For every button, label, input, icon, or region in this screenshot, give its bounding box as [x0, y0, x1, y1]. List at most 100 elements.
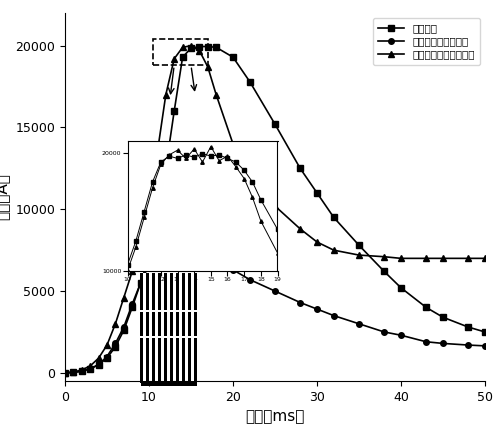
- 无调整支路时磁体电流: [129, 269, 135, 274]
- 无调整支路时磁体电流: [356, 252, 362, 258]
- Bar: [164, 310, 173, 312]
- Bar: [152, 336, 161, 338]
- 无调整支路时磁体电流: [297, 226, 303, 232]
- 无调整支路时磁体电流: [314, 239, 320, 245]
- 无调整支路时磁体电流: [272, 204, 278, 209]
- 调整支路调整管电流: [146, 262, 152, 268]
- 调整支路调整管电流: [180, 238, 186, 243]
- Bar: [153, 39, 208, 65]
- 磁体电流: [247, 79, 253, 84]
- 调整支路调整管电流: [205, 249, 211, 255]
- 磁体电流: [138, 280, 143, 285]
- 调整支路调整管电流: [314, 307, 320, 312]
- 调整支路调整管电流: [331, 313, 337, 318]
- 磁体电流: [205, 44, 211, 49]
- Bar: [140, 273, 149, 383]
- 调整支路调整管电流: [381, 330, 387, 335]
- Line: 无调整支路时磁体电流: 无调整支路时磁体电流: [62, 43, 488, 376]
- 磁体电流: [70, 370, 76, 375]
- Bar: [191, 273, 194, 383]
- 磁体电流: [423, 305, 429, 310]
- 磁体电流: [163, 166, 169, 171]
- 调整支路调整管电流: [112, 341, 118, 346]
- 磁体电流: [121, 328, 127, 333]
- 无调整支路时磁体电流: [138, 236, 143, 241]
- 调整支路调整管电流: [247, 277, 253, 282]
- 无调整支路时磁体电流: [79, 367, 85, 372]
- 磁体电流: [440, 315, 446, 320]
- Y-axis label: 电流（A）: 电流（A）: [0, 174, 10, 220]
- 磁体电流: [87, 366, 93, 372]
- 无调整支路时磁体电流: [70, 369, 76, 375]
- 无调整支路时磁体电流: [465, 256, 471, 261]
- 磁体电流: [381, 269, 387, 274]
- Bar: [176, 273, 185, 383]
- 无调整支路时磁体电流: [188, 43, 194, 48]
- 磁体电流: [171, 109, 177, 114]
- 调整支路调整管电流: [356, 321, 362, 326]
- Bar: [143, 273, 146, 383]
- Bar: [188, 273, 197, 383]
- 调整支路调整管电流: [482, 343, 488, 349]
- X-axis label: 时间（ms）: 时间（ms）: [246, 409, 304, 424]
- 磁体电流: [398, 285, 404, 291]
- Bar: [140, 336, 149, 338]
- Line: 调整支路调整管电流: 调整支路调整管电流: [62, 238, 488, 376]
- Bar: [188, 310, 197, 312]
- 无调整支路时磁体电流: [146, 198, 152, 204]
- 无调整支路时磁体电流: [104, 343, 110, 348]
- 磁体电流: [196, 44, 202, 49]
- 磁体电流: [62, 370, 68, 375]
- 调整支路调整管电流: [87, 366, 93, 372]
- 磁体电流: [465, 324, 471, 330]
- 磁体电流: [146, 254, 152, 259]
- 磁体电流: [297, 166, 303, 171]
- 调整支路调整管电流: [440, 341, 446, 346]
- 无调整支路时磁体电流: [96, 355, 102, 361]
- 无调整支路时磁体电流: [423, 256, 429, 261]
- 调整支路调整管电流: [213, 256, 219, 261]
- 磁体电流: [104, 355, 110, 361]
- 磁体电流: [96, 362, 102, 367]
- 无调整支路时磁体电流: [112, 321, 118, 326]
- 磁体电流: [314, 191, 320, 196]
- Bar: [155, 273, 158, 383]
- Bar: [176, 336, 185, 338]
- 调整支路调整管电流: [138, 280, 143, 285]
- 无调整支路时磁体电流: [121, 295, 127, 300]
- 无调整支路时磁体电流: [398, 256, 404, 261]
- 调整支路调整管电流: [154, 252, 160, 258]
- 无调整支路时磁体电流: [196, 48, 202, 53]
- 调整支路调整管电流: [96, 362, 102, 367]
- Line: 磁体电流: 磁体电流: [62, 44, 488, 376]
- 调整支路调整管电流: [230, 267, 236, 272]
- 调整支路调整管电流: [465, 343, 471, 348]
- 无调整支路时磁体电流: [213, 92, 219, 97]
- Bar: [164, 336, 173, 338]
- 磁体电流: [272, 122, 278, 127]
- 调整支路调整管电流: [104, 354, 110, 359]
- 无调整支路时磁体电流: [62, 370, 68, 375]
- 调整支路调整管电流: [163, 244, 169, 249]
- 无调整支路时磁体电流: [163, 92, 169, 97]
- 调整支路调整管电流: [398, 333, 404, 338]
- 无调整支路时磁体电流: [440, 256, 446, 261]
- 无调整支路时磁体电流: [180, 45, 186, 50]
- Bar: [140, 381, 196, 386]
- 磁体电流: [154, 215, 160, 220]
- 无调整支路时磁体电流: [171, 56, 177, 61]
- Bar: [188, 336, 197, 338]
- 调整支路调整管电流: [171, 239, 177, 245]
- 调整支路调整管电流: [79, 368, 85, 374]
- Legend: 磁体电流, 调整支路调整管电流, 无调整支路时磁体电流: 磁体电流, 调整支路调整管电流, 无调整支路时磁体电流: [372, 18, 480, 65]
- 磁体电流: [188, 45, 194, 51]
- 调整支路调整管电流: [62, 370, 68, 375]
- 调整支路调整管电流: [196, 244, 202, 249]
- 磁体电流: [482, 330, 488, 335]
- 调整支路调整管电流: [297, 300, 303, 305]
- Bar: [152, 310, 161, 312]
- 磁体电流: [112, 344, 118, 349]
- 无调整支路时磁体电流: [331, 248, 337, 253]
- 调整支路调整管电流: [188, 239, 194, 245]
- 磁体电流: [180, 55, 186, 60]
